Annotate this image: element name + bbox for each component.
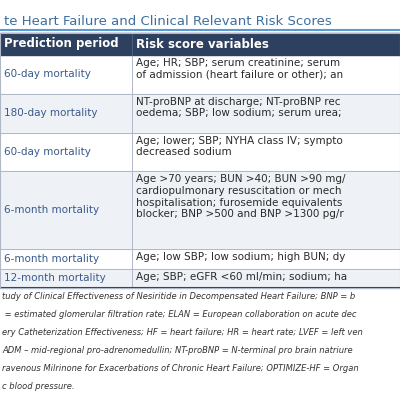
Text: c blood pressure.: c blood pressure. [2,382,74,391]
Text: 60-day mortality: 60-day mortality [4,147,91,157]
Text: ery Catheterization Effectiveness; HF = heart failure; HR = heart rate; LVEF = l: ery Catheterization Effectiveness; HF = … [2,328,363,337]
Text: 60-day mortality: 60-day mortality [4,70,91,80]
Text: te Heart Failure and Clinical Relevant Risk Scores: te Heart Failure and Clinical Relevant R… [4,15,332,28]
Text: ravenous Milrinone for Exacerbations of Chronic Heart Failure; OPTIMIZE-HF = Org: ravenous Milrinone for Exacerbations of … [2,364,359,373]
Text: Age; low SBP; low sodium; high BUN; dy: Age; low SBP; low sodium; high BUN; dy [136,252,345,262]
Text: 180-day mortality: 180-day mortality [4,108,98,118]
Bar [0,33,400,55]
Text: Age >70 years; BUN >40; BUN >90 mg/
cardiopulmonary resuscitation or mech
hospit: Age >70 years; BUN >40; BUN >90 mg/ card… [136,174,346,219]
Bar [0,268,400,288]
Text: Prediction period: Prediction period [4,38,119,50]
Bar [0,172,400,249]
Text: 6-month mortality: 6-month mortality [4,205,99,215]
Text: Age; SBP; eGFR <60 ml/min; sodium; ha: Age; SBP; eGFR <60 ml/min; sodium; ha [136,272,347,282]
Bar [0,33,400,288]
Text: Age; HR; SBP; serum creatinine; serum
of admission (heart failure or other); an: Age; HR; SBP; serum creatinine; serum of… [136,58,343,80]
Text: 12-month mortality: 12-month mortality [4,273,106,283]
Text: Age; lower; SBP; NYHA class IV; sympto
decreased sodium: Age; lower; SBP; NYHA class IV; sympto d… [136,136,343,157]
Text: 6-month mortality: 6-month mortality [4,254,99,264]
Text: Risk score variables: Risk score variables [136,38,269,50]
Text: ADM – mid-regional pro-adrenomedullin; NT-proBNP = N-terminal pro brain natriure: ADM – mid-regional pro-adrenomedullin; N… [2,346,353,355]
Text: = estimated glomerular filtration rate; ELAN = European collaboration on acute d: = estimated glomerular filtration rate; … [2,310,356,319]
Text: NT-proBNP at discharge; NT-proBNP rec
oedema; SBP; low sodium; serum urea;: NT-proBNP at discharge; NT-proBNP rec oe… [136,97,342,118]
Text: tudy of Clinical Effectiveness of Nesiritide in Decompensated Heart Failure; BNP: tudy of Clinical Effectiveness of Nesiri… [2,292,355,301]
Bar [0,94,400,133]
